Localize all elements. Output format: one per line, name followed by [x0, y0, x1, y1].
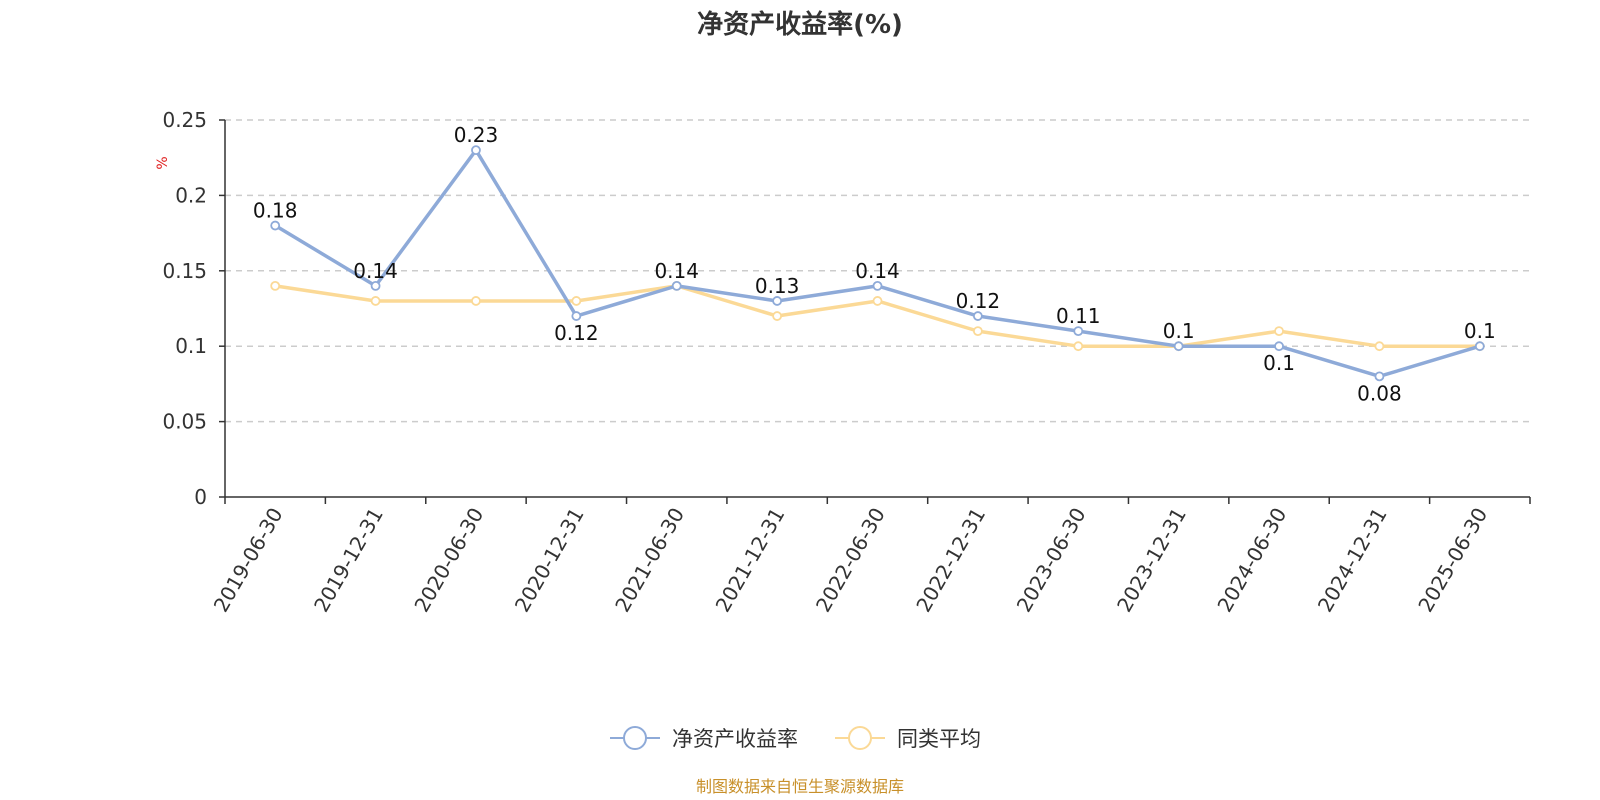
- y-tick-label: 0.25: [162, 108, 207, 132]
- legend: 净资产收益率 同类平均: [610, 726, 981, 751]
- x-tick-label: 2019-12-31: [309, 504, 388, 617]
- x-tick-label: 2022-12-31: [911, 504, 990, 617]
- data-label: 0.14: [855, 259, 900, 283]
- y-tick-label: 0: [194, 485, 207, 509]
- data-label: 0.18: [253, 199, 298, 223]
- data-label: 0.13: [755, 274, 800, 298]
- data-point: [370, 296, 381, 306]
- y-tick-label: 0.15: [162, 259, 207, 283]
- data-point: [772, 311, 783, 321]
- x-tick-label: 2019-06-30: [209, 504, 288, 617]
- data-label: 0.08: [1357, 381, 1402, 405]
- x-tick-label: 2024-06-30: [1212, 504, 1291, 617]
- y-axis-unit-label: %: [155, 156, 171, 169]
- x-tick-label: 2021-06-30: [610, 504, 689, 617]
- data-source-note: 制图数据来自恒生聚源数据库: [696, 777, 904, 796]
- y-tick-label: 0.1: [175, 334, 207, 358]
- data-label: 0.1: [1163, 319, 1195, 343]
- data-point: [872, 296, 883, 306]
- x-tick-label: 2022-06-30: [811, 504, 890, 617]
- data-labels: 0.18 0.14 0.23 0.12 0.14 0.13 0.14 0.12 0.11 0.1 0…: [253, 123, 1496, 405]
- legend-marker: [848, 726, 872, 750]
- legend-item: 净资产收益率: [610, 726, 798, 751]
- data-label: 0.1: [1464, 319, 1496, 343]
- data-point: [1073, 341, 1084, 352]
- data-point: [972, 326, 983, 337]
- data-label: 0.14: [654, 259, 699, 283]
- data-point: [471, 145, 481, 156]
- y-tick-label: 0.05: [162, 410, 207, 434]
- data-point: [1474, 341, 1485, 352]
- data-point: [1374, 371, 1385, 382]
- data-label: 0.12: [956, 289, 1001, 313]
- data-label: 0.1: [1263, 351, 1295, 375]
- legend-label: 净资产收益率: [672, 727, 798, 751]
- x-tick-label: 2025-06-30: [1413, 504, 1492, 617]
- legend-label: 同类平均: [897, 727, 981, 751]
- x-tick-label: 2020-12-31: [510, 504, 589, 617]
- grid-lines: [225, 119, 1530, 423]
- legend-marker: [623, 726, 647, 750]
- data-label: 0.11: [1056, 304, 1101, 328]
- y-tick-label: 0.2: [175, 183, 207, 207]
- axes: 0 0.05 0.1 0.15 0.2 0.25 2019-06-30 2019-12-31 2…: [162, 108, 1531, 617]
- data-point: [270, 220, 281, 231]
- data-label: 0.14: [353, 259, 398, 283]
- x-tick-label: 2021-12-31: [711, 504, 790, 617]
- data-point: [1173, 341, 1184, 352]
- data-point: [1274, 326, 1284, 337]
- data-point: [1274, 341, 1284, 352]
- data-point: [671, 280, 682, 291]
- data-point: [1374, 341, 1385, 352]
- data-point: [471, 296, 481, 306]
- x-tick-label: 2023-12-31: [1112, 504, 1191, 617]
- data-point: [571, 311, 582, 321]
- data-point: [872, 280, 883, 291]
- x-tick-label: 2024-12-31: [1313, 504, 1392, 617]
- data-label: 0.23: [454, 123, 499, 147]
- data-point: [772, 296, 783, 306]
- series-line: [274, 284, 1480, 348]
- x-tick-label: 2020-06-30: [409, 504, 488, 617]
- chart-title: 净资产收益率(%): [697, 9, 903, 40]
- legend-item: 同类平均: [835, 726, 981, 751]
- series-lines: [270, 145, 1485, 382]
- data-point: [972, 311, 983, 321]
- data-point: [571, 296, 582, 306]
- data-point: [270, 280, 281, 291]
- data-point: [1073, 326, 1084, 337]
- data-point: [370, 280, 381, 291]
- data-label: 0.12: [554, 321, 599, 345]
- x-tick-label: 2023-06-30: [1012, 504, 1091, 617]
